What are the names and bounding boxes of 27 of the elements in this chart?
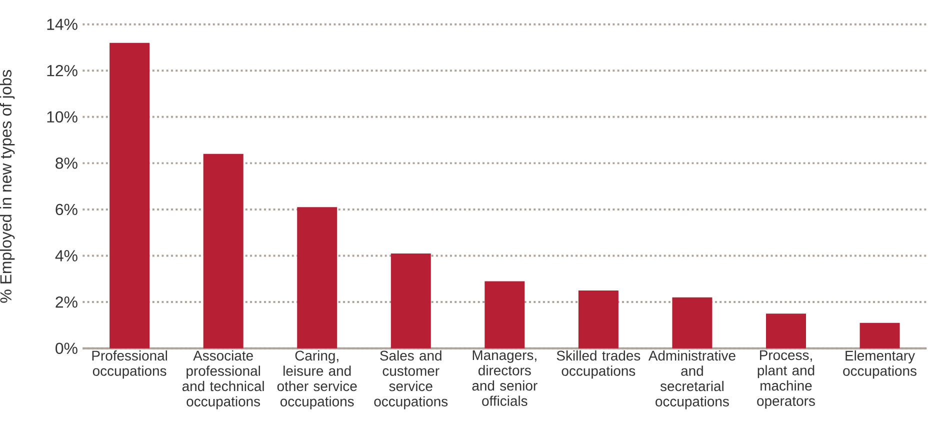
- y-tick-label: 2%: [56, 296, 78, 308]
- bar: [766, 314, 806, 348]
- bar: [578, 290, 618, 348]
- bar: [390, 253, 431, 348]
- bar: [110, 42, 150, 348]
- x-tick-label: Sales and customer service occupations: [374, 350, 448, 410]
- y-tick-label: 14%: [47, 18, 78, 30]
- bar: [860, 322, 900, 348]
- bar: [297, 207, 338, 348]
- bar: [672, 297, 712, 348]
- x-tick-label: Process, plant and machine operators: [757, 350, 815, 409]
- x-tick-label: Managers, directors and senior officials: [472, 350, 538, 406]
- y-tick-label: 4%: [55, 250, 78, 262]
- x-tick-label: Caring, leisure and other service occupations: [277, 350, 357, 410]
- x-tick-label: Elementary occupations: [843, 350, 916, 379]
- y-tick-label: 12%: [47, 65, 78, 76]
- bar: [203, 154, 244, 348]
- y-tick-label: 8%: [56, 158, 78, 169]
- y-tick-label: 0%: [56, 342, 78, 354]
- y-axis-title: % Employed in new types of jobs: [0, 70, 15, 303]
- x-tick-label: Administrative and secretarial occupations: [648, 350, 736, 410]
- y-tick-label: 6%: [56, 204, 78, 216]
- x-tick-label: Professional occupations: [92, 350, 167, 379]
- y-tick-label: 10%: [47, 111, 78, 123]
- bar: [484, 281, 525, 348]
- x-tick-label: Associate professional and technical occupations: [182, 350, 264, 410]
- x-tick-label: Skilled trades occupations: [556, 350, 640, 379]
